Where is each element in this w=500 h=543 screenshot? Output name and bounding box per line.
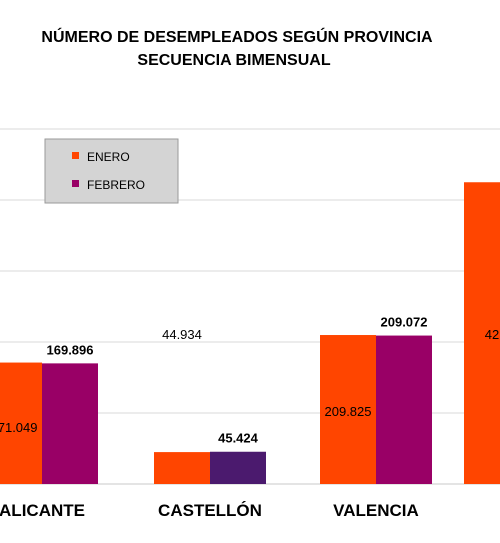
chart-title-line-1: NÚMERO DE DESEMPLEADOS SEGÚN PROVINCIA [41, 27, 433, 46]
category-label: ALICANTE [0, 501, 85, 520]
value-label-febrero: 209.072 [381, 315, 428, 330]
legend-label-enero: ENERO [87, 150, 130, 164]
value-label-enero: 209.825 [325, 404, 372, 419]
legend: ENERO FEBRERO [44, 138, 179, 204]
bar-enero [154, 452, 210, 484]
bar-enero [320, 335, 376, 484]
value-label-enero: 44.934 [162, 327, 202, 342]
value-label-febrero: 45.424 [218, 431, 259, 446]
category-labels: ALICANTECASTELLÓNVALENCIACOM [0, 501, 419, 520]
legend-swatch-enero [72, 152, 79, 159]
bars [0, 182, 500, 484]
bar-enero [0, 362, 42, 484]
value-label-febrero: 169.896 [47, 342, 94, 357]
chart-title-line-2: SECUENCIA BIMENSUAL [137, 52, 330, 69]
category-label: VALENCIA [333, 501, 419, 520]
value-label-enero: 171.049 [0, 420, 38, 435]
bar-febrero [42, 363, 98, 484]
legend-label-febrero: FEBRERO [87, 178, 145, 192]
value-labels: 171.049 169.896 44.934 45.424 209.825 209.072… [0, 315, 499, 446]
bar-enero [464, 182, 500, 484]
value-label-enero: 42 [485, 327, 499, 342]
bar-febrero [210, 451, 266, 484]
legend-swatch-febrero [72, 180, 79, 187]
legend-box [44, 138, 179, 204]
category-label: CASTELLÓN [158, 501, 262, 520]
bar-febrero [376, 335, 432, 484]
